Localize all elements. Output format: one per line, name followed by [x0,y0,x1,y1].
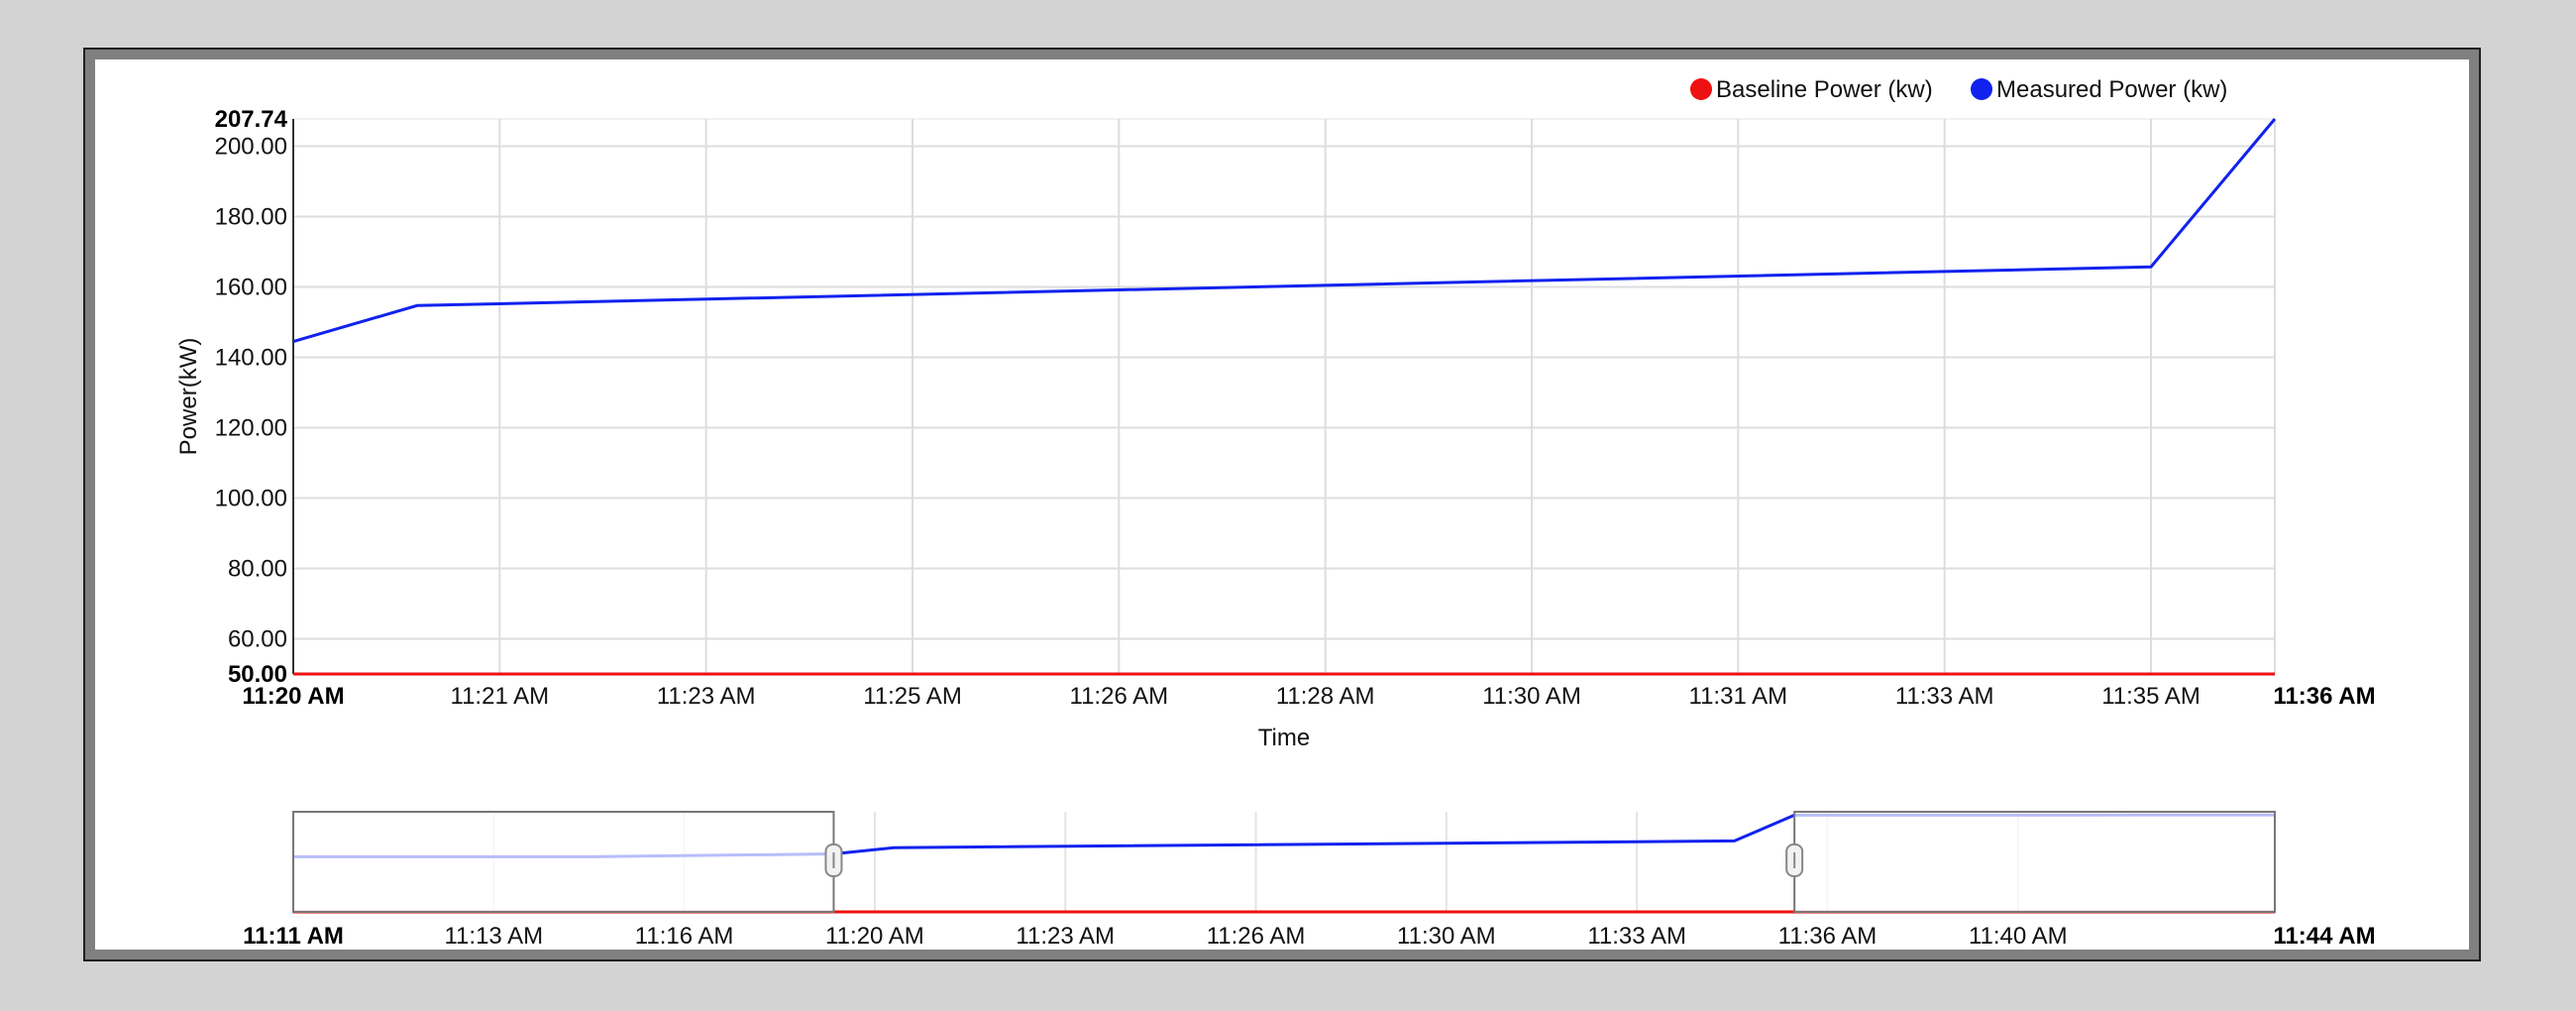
y-tick-label: 140.00 [215,344,287,371]
nav-x-tick-label: 11:16 AM [635,923,734,950]
nav-x-tick-label: 11:36 AM [1778,923,1878,950]
x-axis-ticks: 11:21 AM 11:23 AM 11:25 AM 11:26 AM 11:28 AM… [242,683,2375,710]
measured-power-line [292,118,2277,343]
legend-label-baseline: Baseline Power (kw) [1716,76,1933,103]
nav-x-tick-label: 11:23 AM [1016,923,1115,950]
y-tick-label: 120.00 [215,414,287,441]
nav-x-tick-label: 11:40 AM [1969,923,2068,950]
x-tick-label: 11:28 AM [1276,683,1375,710]
x-axis-title: Time [1258,725,1310,751]
nav-handle-right[interactable] [1785,843,1804,877]
nav-x-tick-label: 11:20 AM [825,923,924,950]
nav-mask-right [1793,811,2276,913]
navigator[interactable]: 11:13 AM 11:16 AM 11:20 AM 11:23 AM 11:26 AM… [243,811,2376,950]
legend-label-measured: Measured Power (kw) [1996,76,2227,103]
y-axis-ticks: 60.00 80.00 100.00 120.00 140.00 160.00 180.00… [215,106,288,688]
x-tick-label: 11:21 AM [451,683,550,710]
main-gridlines [292,118,2276,674]
x-end-label: 11:36 AM [2273,683,2375,710]
chart-panel [95,59,2469,950]
x-tick-label: 11:35 AM [2101,683,2200,710]
nav-x-end-label: 11:44 AM [2273,923,2375,950]
x-tick-label: 11:30 AM [1482,683,1581,710]
nav-x-tick-label: 11:33 AM [1587,923,1686,950]
y-tick-label: 180.00 [215,203,287,230]
main-series-lines [292,118,2277,676]
y-tick-label: 60.00 [228,625,287,652]
y-axis-title: Power(kW) [175,338,202,456]
x-tick-label: 11:33 AM [1895,683,1994,710]
nav-x-tick-label: 11:13 AM [444,923,543,950]
legend-marker-measured [1971,78,1992,100]
nav-handle-left[interactable] [824,843,843,877]
legend-item-baseline[interactable]: Baseline Power (kw) [1690,76,1933,103]
x-tick-label: 11:23 AM [657,683,756,710]
legend-item-measured[interactable]: Measured Power (kw) [1971,76,2227,103]
nav-x-start-label: 11:11 AM [243,923,344,950]
x-tick-label: 11:26 AM [1070,683,1169,710]
y-min-label: 50.00 [228,661,287,688]
legend: Baseline Power (kw) Measured Power (kw) [1690,76,2227,103]
x-tick-label: 11:25 AM [863,683,962,710]
legend-marker-baseline [1690,78,1712,100]
y-max-label: 207.74 [215,106,288,133]
nav-mask-left [292,811,835,913]
y-tick-label: 100.00 [215,485,287,511]
nav-x-tick-label: 11:26 AM [1207,923,1306,950]
y-tick-label: 80.00 [228,555,287,582]
y-tick-label: 200.00 [215,133,287,160]
x-tick-label: 11:31 AM [1689,683,1788,710]
y-tick-label: 160.00 [215,274,287,300]
nav-x-tick-label: 11:30 AM [1397,923,1496,950]
x-start-label: 11:20 AM [242,683,344,710]
